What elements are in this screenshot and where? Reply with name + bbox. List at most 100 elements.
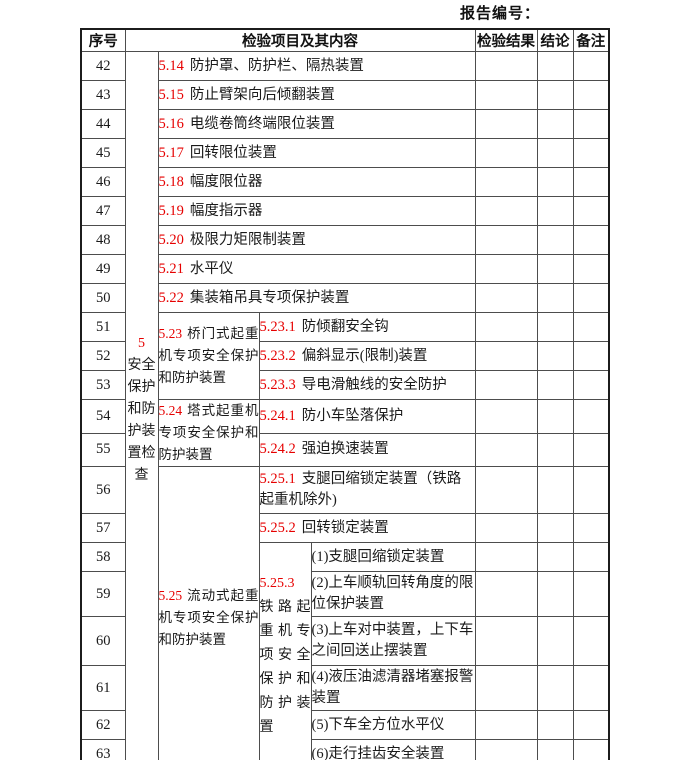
- item-cell: (3)上车对中装置，上下车之间回送止摆装置: [310, 616, 476, 666]
- item-cell: 5.20 极限力矩限制装置: [157, 225, 476, 255]
- conclusion-cell: [536, 109, 574, 139]
- result-cell: [474, 80, 538, 110]
- item-cell: (1)支腿回缩锁定装置: [310, 542, 476, 572]
- seq-cell: 54: [80, 399, 126, 434]
- table-row: 49 5.21 水平仪: [80, 254, 610, 284]
- remark-cell: [572, 399, 610, 434]
- item-cell: 5.21 水平仪: [157, 254, 476, 284]
- result-cell: [474, 542, 538, 572]
- seq-cell: 48: [80, 225, 126, 255]
- seq-cell: 44: [80, 109, 126, 139]
- item-cell: (5)下车全方位水平仪: [310, 710, 476, 740]
- header-item: 检验项目及其内容: [124, 28, 476, 52]
- table-header-row: 序号 检验项目及其内容 检验结果 结论 备注: [80, 28, 610, 52]
- result-cell: [474, 109, 538, 139]
- table-row: 44 5.16 电缆卷筒终端限位装置: [80, 109, 610, 139]
- remark-cell: [572, 466, 610, 514]
- remark-cell: [572, 312, 610, 342]
- seq-cell: 53: [80, 370, 126, 400]
- result-cell: [474, 739, 538, 760]
- table-row: 54 5.24 塔式起重机专项安全保护和防护装置 5.24.1 防小车坠落保护: [80, 399, 610, 467]
- table-row: 48 5.20 极限力矩限制装置: [80, 225, 610, 255]
- conclusion-cell: [536, 466, 574, 514]
- section-cell: 5 安全保护和防护装置检查: [124, 51, 159, 760]
- seq-cell: 63: [80, 739, 126, 760]
- result-cell: [474, 51, 538, 81]
- item-cell: 5.25.2 回转锁定装置: [258, 513, 476, 543]
- table-row: 45 5.17 回转限位装置: [80, 138, 610, 168]
- conclusion-cell: [536, 739, 574, 760]
- result-cell: [474, 466, 538, 514]
- report-number-label: 报告编号：: [460, 5, 541, 22]
- result-cell: [474, 665, 538, 711]
- item-cell: 5.17 回转限位装置: [157, 138, 476, 168]
- conclusion-cell: [536, 167, 574, 197]
- conclusion-cell: [536, 138, 574, 168]
- remark-cell: [572, 341, 610, 371]
- seq-cell: 60: [80, 616, 126, 666]
- result-cell: [474, 167, 538, 197]
- table-row: 42 5 安全保护和防护装置检查 5.14 防护罩、防护栏、隔热装置: [80, 51, 610, 760]
- seq-cell: 59: [80, 571, 126, 617]
- conclusion-cell: [536, 225, 574, 255]
- seq-cell: 58: [80, 542, 126, 572]
- result-cell: [474, 616, 538, 666]
- conclusion-cell: [536, 432, 574, 467]
- seq-cell: 50: [80, 283, 126, 313]
- item-cell: 5.24.1 防小车坠落保护: [258, 399, 476, 434]
- remark-cell: [572, 616, 610, 666]
- item-cell: (2)上车顺轨回转角度的限位保护装置: [310, 571, 476, 617]
- item-cell: 5.25.1 支腿回缩锁定装置（铁路起重机除外): [258, 466, 476, 514]
- conclusion-cell: [536, 196, 574, 226]
- seq-cell: 49: [80, 254, 126, 284]
- seq-cell: 51: [80, 312, 126, 342]
- conclusion-cell: [536, 710, 574, 740]
- group-cell-5-25-3: 5.25.3 铁路起重机专项安全保护和防护装置: [258, 542, 312, 760]
- seq-cell: 61: [80, 665, 126, 711]
- item-cell: 5.22 集装箱吊具专项保护装置: [157, 283, 476, 313]
- remark-cell: [572, 167, 610, 197]
- seq-cell: 47: [80, 196, 126, 226]
- table-row: 60 (3)上车对中装置，上下车之间回送止摆装置: [80, 616, 610, 666]
- conclusion-cell: [536, 542, 574, 572]
- result-cell: [474, 225, 538, 255]
- conclusion-cell: [536, 370, 574, 400]
- item-cell: 5.24.2 强迫换速装置: [258, 432, 476, 467]
- conclusion-cell: [536, 80, 574, 110]
- section-number: 5: [138, 336, 145, 351]
- item-cell: 5.16 电缆卷筒终端限位装置: [157, 109, 476, 139]
- seq-cell: 52: [80, 341, 126, 371]
- table-row: 51 5.23 桥门式起重机专项安全保护和防护装置 5.23.1 防倾翻安全钩: [80, 312, 610, 400]
- item-cell: 5.14 防护罩、防护栏、隔热装置: [157, 51, 476, 81]
- conclusion-cell: [536, 312, 574, 342]
- table-row: 58 5.25.3 铁路起重机专项安全保护和防护装置 (1)支腿回缩锁定装置: [80, 542, 610, 760]
- remark-cell: [572, 665, 610, 711]
- result-cell: [474, 513, 538, 543]
- header-seq: 序号: [80, 28, 126, 52]
- remark-cell: [572, 739, 610, 760]
- conclusion-cell: [536, 616, 574, 666]
- remark-cell: [572, 710, 610, 740]
- header-conclusion: 结论: [536, 28, 574, 52]
- seq-cell: 43: [80, 80, 126, 110]
- result-cell: [474, 283, 538, 313]
- result-cell: [474, 370, 538, 400]
- table-row: 46 5.18 幅度限位器: [80, 167, 610, 197]
- seq-cell: 56: [80, 466, 126, 514]
- remark-cell: [572, 109, 610, 139]
- conclusion-cell: [536, 513, 574, 543]
- item-cell: (6)走行挂齿安全装置: [310, 739, 476, 760]
- seq-cell: 45: [80, 138, 126, 168]
- conclusion-cell: [536, 283, 574, 313]
- table-row: 43 5.15 防止臂架向后倾翻装置: [80, 80, 610, 110]
- table-row: 57 5.25.2 回转锁定装置: [80, 513, 610, 543]
- seq-cell: 46: [80, 167, 126, 197]
- remark-cell: [572, 370, 610, 400]
- seq-cell: 55: [80, 432, 126, 467]
- result-cell: [474, 399, 538, 434]
- item-cell: 5.23.3 导电滑触线的安全防护: [258, 370, 476, 400]
- result-cell: [474, 341, 538, 371]
- result-cell: [474, 196, 538, 226]
- remark-cell: [572, 542, 610, 572]
- conclusion-cell: [536, 254, 574, 284]
